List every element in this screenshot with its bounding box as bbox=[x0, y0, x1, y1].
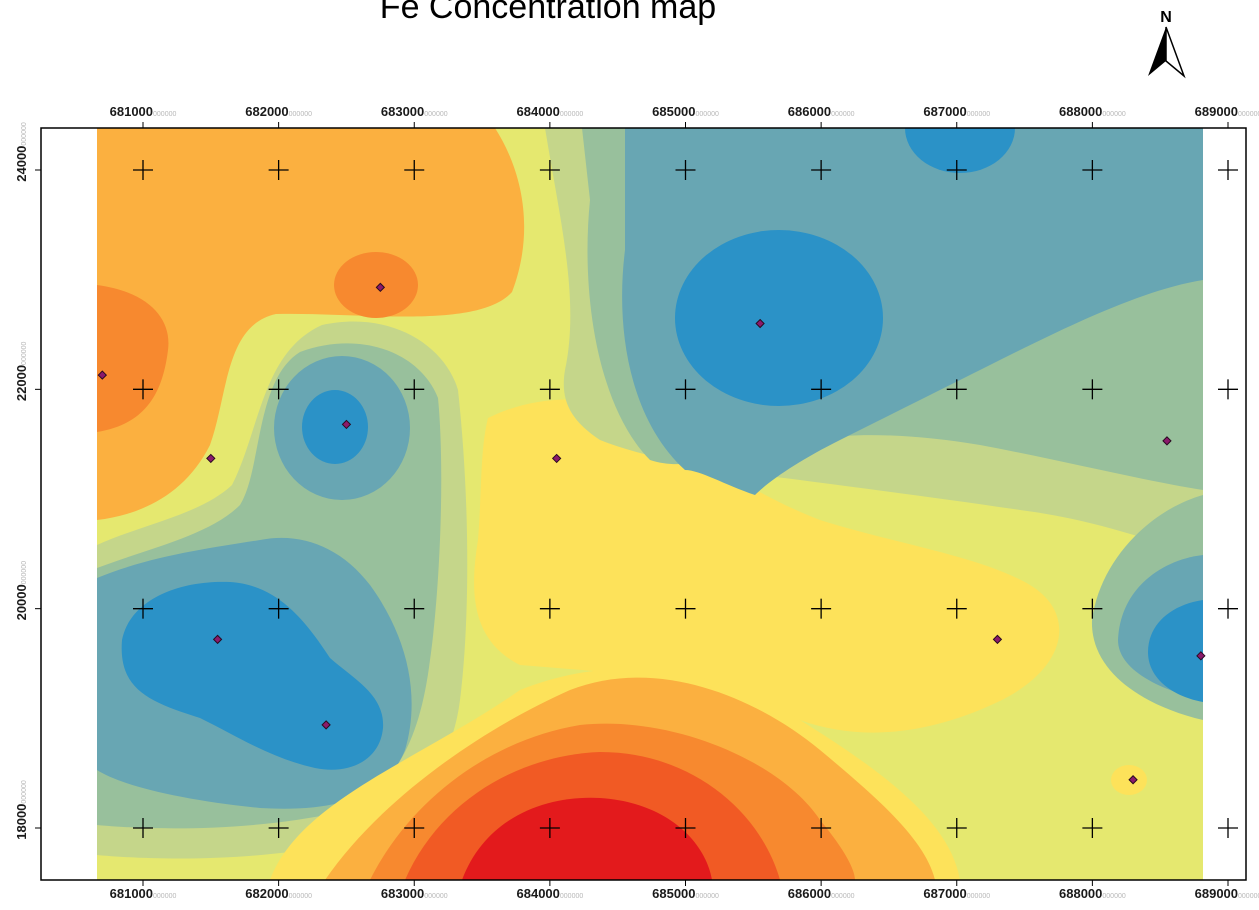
x-tick-label-bottom: 682000000000 bbox=[245, 886, 312, 901]
x-tick-suffix: 000000 bbox=[1102, 893, 1125, 900]
x-tick-suffix: 000000 bbox=[967, 111, 990, 118]
x-tick-value: 683000 bbox=[381, 104, 424, 119]
graticule-cross bbox=[1218, 379, 1238, 399]
y-tick-label: 20000000000 bbox=[14, 561, 29, 621]
x-tick-suffix: 000000 bbox=[1238, 111, 1259, 118]
y-tick-suffix: 000000 bbox=[21, 122, 28, 145]
x-tick-suffix: 000000 bbox=[153, 111, 176, 118]
north-arrow: N bbox=[1148, 9, 1184, 76]
x-tick-label-top: 689000000000 bbox=[1195, 104, 1259, 119]
x-tick-suffix: 000000 bbox=[831, 893, 854, 900]
x-tick-label-top: 685000000000 bbox=[652, 104, 719, 119]
x-tick-label-bottom: 686000000000 bbox=[788, 886, 855, 901]
x-tick-value: 686000 bbox=[788, 104, 831, 119]
interpolation-raster bbox=[97, 83, 1203, 880]
x-tick-label-top: 688000000000 bbox=[1059, 104, 1126, 119]
x-tick-label-bottom: 684000000000 bbox=[517, 886, 584, 901]
x-tick-suffix: 000000 bbox=[289, 893, 312, 900]
x-tick-label-bottom: 689000000000 bbox=[1195, 886, 1259, 901]
y-tick-label: 22000000000 bbox=[14, 341, 29, 401]
x-tick-label-top: 682000000000 bbox=[245, 104, 312, 119]
x-tick-value: 686000 bbox=[788, 886, 831, 901]
y-tick-suffix: 000000 bbox=[21, 780, 28, 803]
x-tick-suffix: 000000 bbox=[1238, 893, 1259, 900]
x-tick-suffix: 000000 bbox=[424, 893, 447, 900]
x-tick-suffix: 000000 bbox=[1102, 111, 1125, 118]
x-tick-label-bottom: 681000000000 bbox=[110, 886, 177, 901]
x-tick-value: 685000 bbox=[652, 104, 695, 119]
x-tick-label-top: 681000000000 bbox=[110, 104, 177, 119]
zone-upper-right-blue bbox=[675, 230, 883, 406]
zone-left-upper-blue bbox=[302, 390, 368, 464]
x-tick-value: 684000 bbox=[517, 104, 560, 119]
y-axis: 1800000000020000000000220000000002400000… bbox=[14, 122, 41, 840]
x-tick-suffix: 000000 bbox=[153, 893, 176, 900]
x-tick-value: 681000 bbox=[110, 104, 153, 119]
x-tick-label-top: 686000000000 bbox=[788, 104, 855, 119]
x-tick-value: 687000 bbox=[923, 886, 966, 901]
y-tick-suffix: 000000 bbox=[21, 561, 28, 584]
x-tick-value: 689000 bbox=[1195, 886, 1238, 901]
x-tick-value: 684000 bbox=[517, 886, 560, 901]
y-tick-label: 18000000000 bbox=[14, 780, 29, 840]
x-tick-suffix: 000000 bbox=[696, 111, 719, 118]
x-tick-label-bottom: 688000000000 bbox=[1059, 886, 1126, 901]
x-tick-value: 688000 bbox=[1059, 886, 1102, 901]
y-tick-value: 24000 bbox=[14, 146, 29, 182]
x-tick-suffix: 000000 bbox=[696, 893, 719, 900]
x-tick-value: 685000 bbox=[652, 886, 695, 901]
x-tick-suffix: 000000 bbox=[424, 111, 447, 118]
x-tick-label-top: 687000000000 bbox=[923, 104, 990, 119]
graticule-cross bbox=[1218, 160, 1238, 180]
graticule-cross bbox=[1218, 818, 1238, 838]
y-tick-value: 18000 bbox=[14, 804, 29, 840]
x-tick-label-bottom: 683000000000 bbox=[381, 886, 448, 901]
x-tick-value: 687000 bbox=[923, 104, 966, 119]
x-tick-suffix: 000000 bbox=[967, 893, 990, 900]
x-tick-value: 681000 bbox=[110, 886, 153, 901]
x-tick-label-bottom: 687000000000 bbox=[923, 886, 990, 901]
y-tick-suffix: 000000 bbox=[21, 341, 28, 364]
north-arrow-right-half bbox=[1166, 27, 1184, 76]
x-tick-suffix: 000000 bbox=[560, 111, 583, 118]
y-tick-value: 22000 bbox=[14, 365, 29, 401]
graticule-cross bbox=[1218, 599, 1238, 619]
north-arrow-left-half bbox=[1148, 27, 1166, 76]
y-tick-value: 20000 bbox=[14, 584, 29, 620]
x-tick-value: 689000 bbox=[1195, 104, 1238, 119]
x-tick-suffix: 000000 bbox=[289, 111, 312, 118]
y-tick-label: 24000000000 bbox=[14, 122, 29, 182]
x-tick-label-top: 684000000000 bbox=[517, 104, 584, 119]
map-title: Fe Concentration map bbox=[380, 0, 716, 26]
x-tick-suffix: 000000 bbox=[560, 893, 583, 900]
north-label: N bbox=[1160, 9, 1172, 26]
x-tick-value: 682000 bbox=[245, 104, 288, 119]
x-tick-label-bottom: 685000000000 bbox=[652, 886, 719, 901]
x-tick-value: 682000 bbox=[245, 886, 288, 901]
x-tick-label-top: 683000000000 bbox=[381, 104, 448, 119]
x-tick-value: 683000 bbox=[381, 886, 424, 901]
zone-hotspot-orange bbox=[334, 252, 418, 318]
x-tick-suffix: 000000 bbox=[831, 111, 854, 118]
x-tick-value: 688000 bbox=[1059, 104, 1102, 119]
